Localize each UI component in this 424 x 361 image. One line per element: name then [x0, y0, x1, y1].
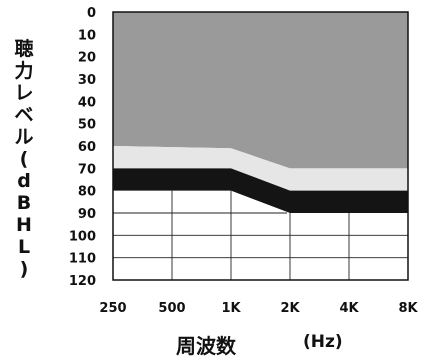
band-0 — [113, 12, 408, 169]
x-axis-label: 周波数 — [176, 334, 236, 358]
y-tick-label: 60 — [78, 140, 96, 155]
y-tick-label: 10 — [78, 28, 96, 43]
y-tick-label: 90 — [78, 207, 96, 222]
y-tick-label: 80 — [78, 185, 96, 200]
x-tick-label: 250 — [99, 301, 126, 316]
y-tick-label: 20 — [78, 51, 96, 66]
y-tick-label: 50 — [78, 118, 96, 133]
y-axis-label-char: 力 — [14, 60, 34, 82]
y-tick-label: 70 — [78, 162, 96, 177]
x-tick-label: 8K — [398, 301, 418, 316]
y-tick-label: 110 — [69, 252, 96, 267]
x-tick-label: 4K — [339, 301, 359, 316]
x-axis-unit: (Hz) — [303, 332, 343, 352]
y-axis-label-char: ベ — [14, 104, 34, 126]
y-tick-label: 40 — [78, 95, 96, 110]
grid-layer — [113, 190, 408, 280]
y-axis-label-char: ル — [14, 126, 34, 148]
x-tick-labels: 250 500 1K 2K 4K 8K — [99, 301, 418, 316]
y-axis-label-char: 聴 — [14, 38, 34, 60]
y-tick-label: 120 — [69, 274, 96, 289]
y-axis-label-char: ( — [19, 148, 29, 170]
y-axis-label-char: B — [16, 192, 32, 214]
x-tick-label: 2K — [280, 301, 300, 316]
band-1 — [113, 146, 408, 191]
bands-layer — [113, 12, 408, 213]
y-tick-label: 100 — [69, 229, 96, 244]
x-tick-label: 1K — [221, 301, 241, 316]
x-tick-label: 500 — [158, 301, 185, 316]
plot-frame — [112, 11, 409, 281]
y-axis-label-char: H — [16, 214, 32, 236]
y-axis-label-char: d — [17, 170, 31, 192]
y-axis-label-char: L — [17, 236, 31, 258]
y-tick-label: 30 — [78, 73, 96, 88]
y-tick-label: 0 — [87, 6, 96, 21]
y-axis-label-char: レ — [14, 82, 34, 104]
y-axis-label-char: ) — [19, 258, 29, 280]
y-axis-label: 聴力レベル(d B H L) — [10, 38, 38, 280]
y-tick-labels: 0 10 20 30 40 50 60 70 80 90 100 110 120 — [69, 6, 96, 289]
band-2 — [113, 168, 408, 213]
